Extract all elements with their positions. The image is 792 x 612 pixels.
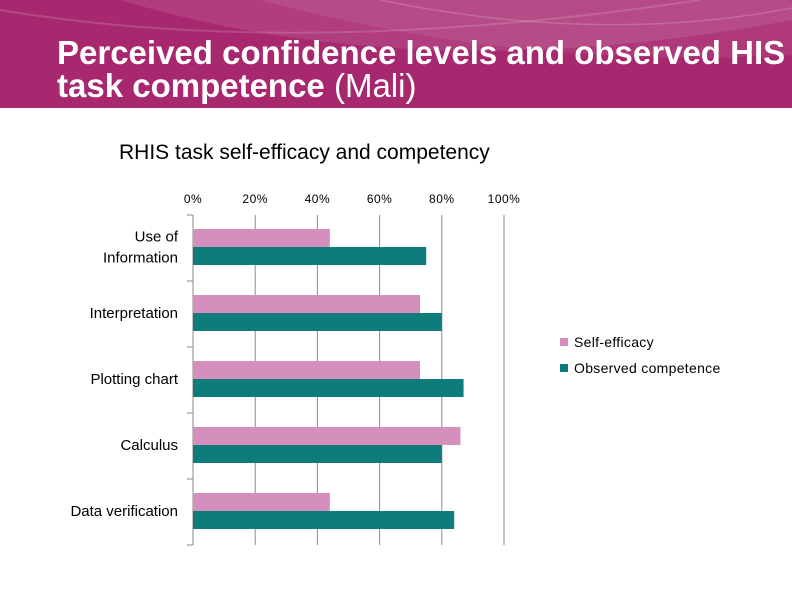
y-category-label: Data verification [70, 503, 178, 520]
x-tick-label: 100% [488, 192, 521, 206]
banner-decoration [0, 0, 792, 58]
bar-observed-competence [193, 379, 464, 397]
legend-item-observed-competence: Observed competence [560, 355, 721, 381]
bar-observed-competence [193, 511, 455, 529]
y-category-label: Calculus [120, 437, 178, 454]
y-category-label: Plotting chart [90, 371, 178, 388]
legend-swatch-self-efficacy [560, 338, 568, 346]
y-category-label: Interpretation [90, 305, 178, 322]
bar-self-efficacy [193, 361, 421, 379]
slide-title-main: Perceived confidence levels and observed… [57, 34, 786, 104]
x-tick-label: 40% [305, 192, 331, 206]
x-tick-label: 0% [184, 192, 202, 206]
x-tick-label: 80% [429, 192, 455, 206]
x-tick-label: 60% [367, 192, 393, 206]
bar-observed-competence [193, 445, 442, 463]
bar-self-efficacy [193, 493, 330, 511]
bar-self-efficacy [193, 427, 461, 445]
chart-title: RHIS task self-efficacy and competency [119, 141, 490, 164]
slide-title: Perceived confidence levels and observed… [57, 36, 787, 102]
bar-self-efficacy [193, 295, 421, 313]
y-category-label: Use of Information [103, 229, 179, 267]
bar-self-efficacy [193, 229, 330, 247]
chart-legend: Self-efficacy Observed competence [560, 329, 721, 381]
bar-observed-competence [193, 247, 427, 265]
title-banner: Perceived confidence levels and observed… [0, 0, 792, 108]
legend-label-observed-competence: Observed competence [574, 360, 721, 376]
slide-title-country: (Mali) [333, 67, 417, 104]
legend-item-self-efficacy: Self-efficacy [560, 329, 721, 355]
x-tick-label: 20% [242, 192, 268, 206]
bar-observed-competence [193, 313, 442, 331]
legend-label-self-efficacy: Self-efficacy [574, 334, 654, 350]
legend-swatch-observed-competence [560, 364, 568, 372]
